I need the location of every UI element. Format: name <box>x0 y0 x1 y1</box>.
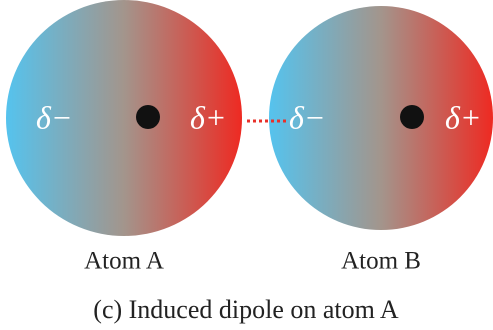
diagram: δ− δ+ δ− δ+ Atom A Atom B (c) Induced di… <box>0 0 493 330</box>
nucleus-a <box>136 105 160 129</box>
caption: (c) Induced dipole on atom A <box>93 295 399 324</box>
charge-label: δ+ <box>190 99 226 135</box>
nucleus-b <box>400 105 424 129</box>
charge-label: δ− <box>36 99 72 135</box>
atom-label: Atom B <box>341 248 421 275</box>
charge-label: δ+ <box>445 99 481 135</box>
atom-label: Atom A <box>84 248 164 275</box>
page: {"atoms": [ {"left_charge": "δ−", "right… <box>0 0 493 330</box>
charge-label: δ− <box>289 99 325 135</box>
